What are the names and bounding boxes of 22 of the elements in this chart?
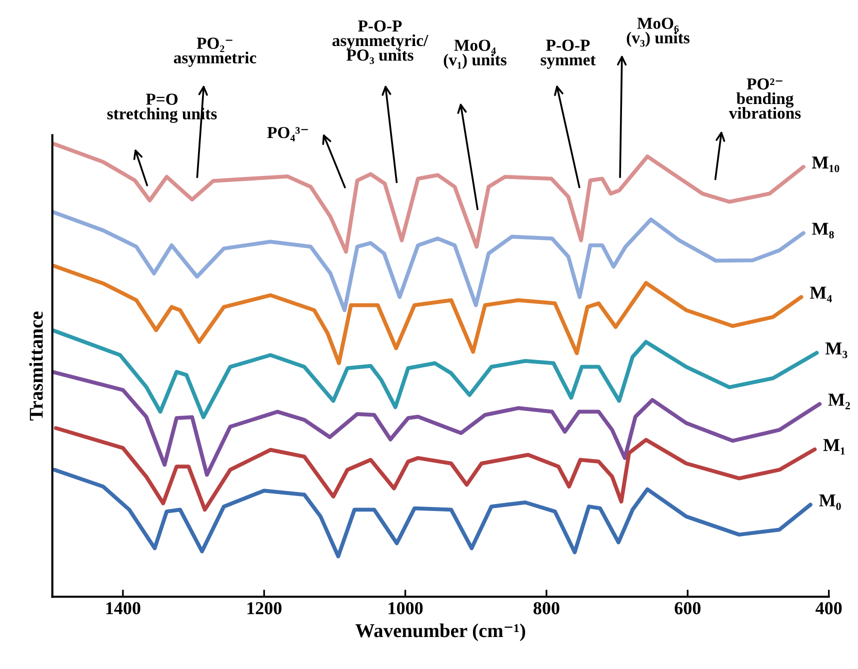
y-axis-title: Trasmittance (29, 312, 43, 421)
text: MoO₆ (v₃) units (626, 18, 690, 47)
series-label: M₃ (825, 342, 848, 358)
x-tick-label: 600 (674, 602, 700, 614)
text: PO₄³⁻ (267, 126, 308, 142)
series-label: M₁₀ (812, 156, 840, 172)
x-tick-label: 1200 (248, 602, 282, 614)
series-label: M₂ (828, 394, 850, 410)
x-tick-label: 1400 (106, 602, 140, 614)
x-tick-label: 400 (816, 602, 842, 614)
text: P-O-P symmet (540, 40, 596, 69)
series-label: M₀ (819, 494, 841, 510)
text: PO²⁻ bending vibrations (728, 78, 801, 119)
text: PO₂⁻ asymmetric (174, 38, 256, 67)
series-label: M₄ (810, 286, 832, 302)
x-tick-label: 1000 (388, 602, 423, 614)
text: MoO₄ (v₁) units (444, 40, 506, 69)
x-axis-title: Wavenumber (cm⁻¹) (355, 624, 526, 642)
series-label: M₈ (812, 222, 834, 238)
x-tick-label: 800 (534, 602, 560, 614)
series-label: M₁ (823, 439, 845, 455)
text: P-O-P asymmetyric/ PO₃ units (332, 20, 428, 64)
